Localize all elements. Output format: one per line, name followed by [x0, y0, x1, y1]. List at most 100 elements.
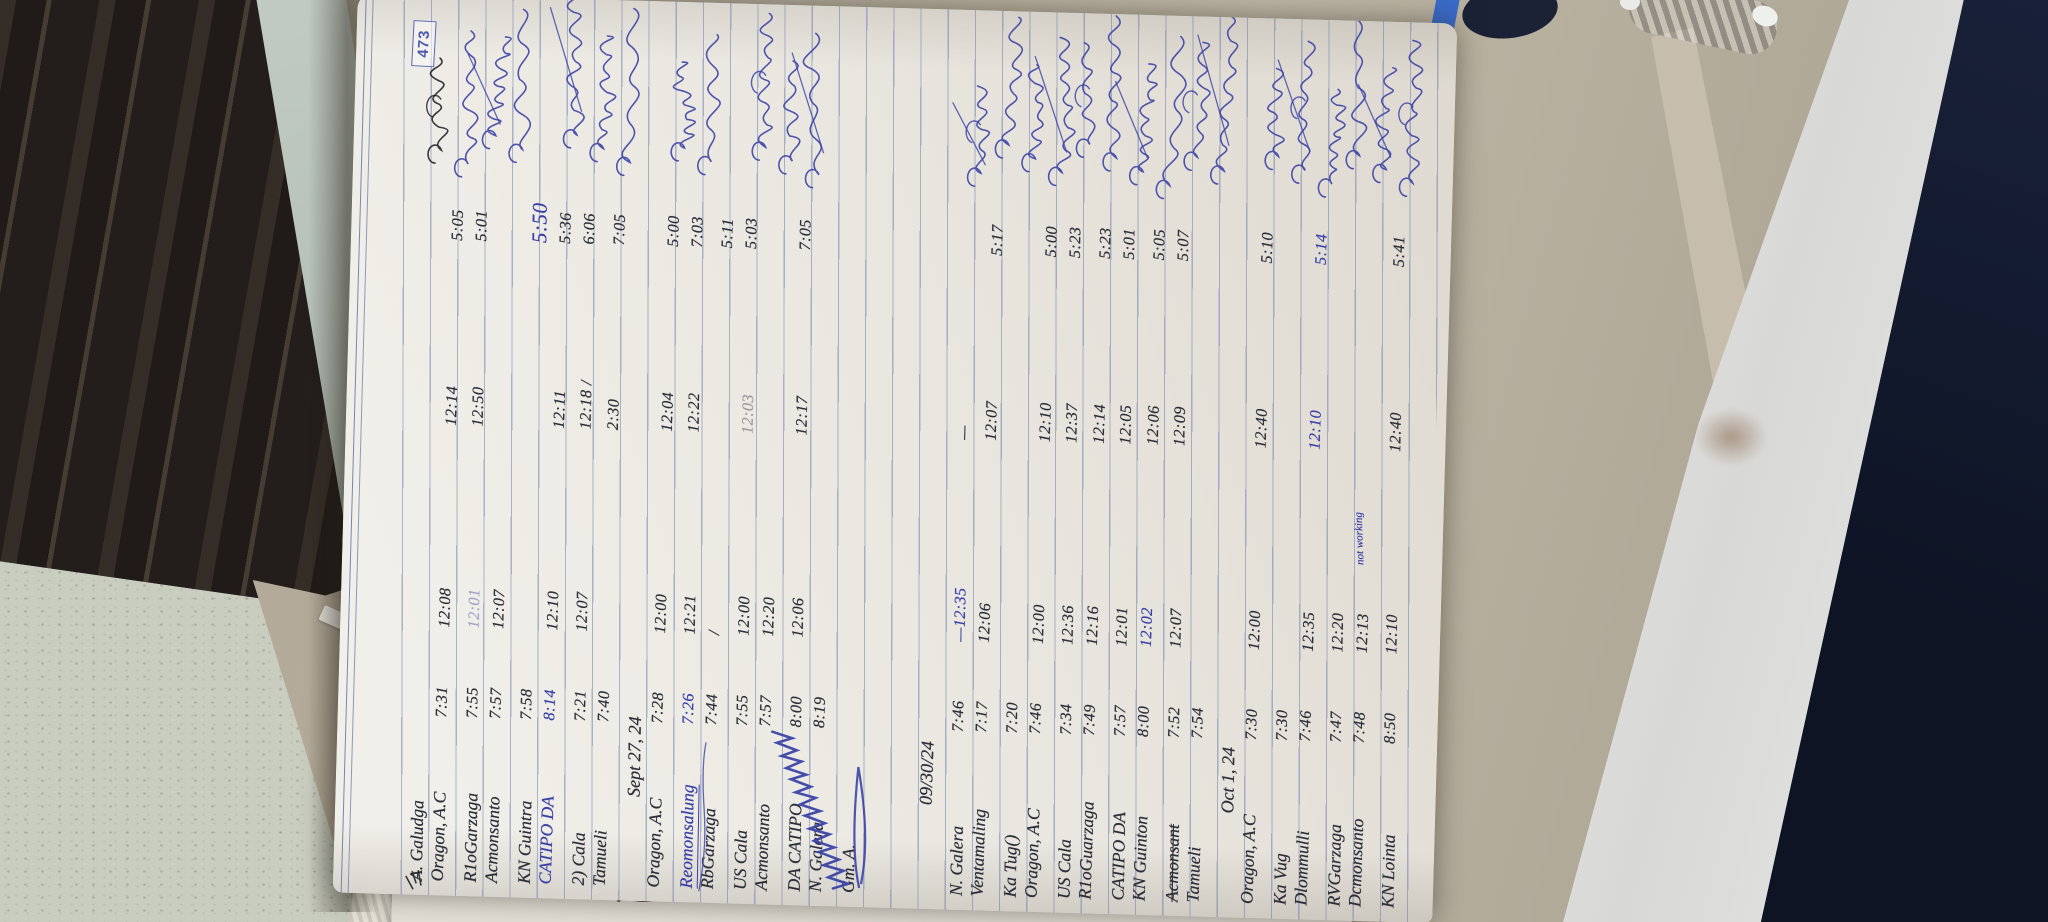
- time-noon-out: 12:21: [681, 594, 700, 635]
- entry-name: A. Galudga: [405, 799, 428, 881]
- entry-name: Ventamaling: [966, 808, 990, 897]
- time-noon-in: 12:14: [1090, 403, 1109, 444]
- desk-stain: [1694, 408, 1768, 466]
- time-pm: 5:36: [556, 212, 575, 244]
- entry-name: Dcmonsanto: [1344, 818, 1368, 908]
- time-pm: 5:14: [1312, 233, 1331, 266]
- time-noon-in: 12:10: [1306, 409, 1325, 450]
- time-noon-out: /: [706, 629, 724, 636]
- time-pm: 5:50: [527, 202, 552, 244]
- time-pm: 5:17: [988, 224, 1007, 257]
- time-noon-out: 12:07: [490, 588, 509, 630]
- entry-name: RbGarzaga: [696, 807, 720, 890]
- time-am: 7:34: [1057, 703, 1076, 736]
- time-noon-out: 12:20: [1329, 612, 1348, 653]
- time-am: 7:31: [433, 685, 452, 718]
- time-noon-out: 12:06: [789, 597, 808, 638]
- time-am: 7:46: [1026, 702, 1045, 735]
- time-am: 7:49: [1080, 703, 1099, 736]
- date-label: Oct 1, 24: [1217, 746, 1239, 814]
- margin-note: not working: [1352, 511, 1367, 566]
- time-am: 7:57: [1111, 704, 1130, 737]
- entry-name: US Cala: [729, 829, 751, 891]
- time-pm: 5:00: [1042, 225, 1061, 258]
- time-noon-in: 12:11: [550, 389, 570, 429]
- entry-name: Tamueli: [588, 829, 611, 887]
- time-noon-in: 12:40: [1252, 408, 1271, 449]
- time-am: 7:46: [949, 700, 968, 733]
- entry-name: R1oGarzaga: [459, 792, 482, 883]
- time-am: 8:00: [1134, 705, 1153, 738]
- entry-name: R1oGuarzaga: [1074, 800, 1098, 900]
- time-am: 7:44: [703, 693, 722, 726]
- time-noon-in: 12:09: [1171, 405, 1190, 447]
- time-am: 7:48: [1350, 711, 1369, 744]
- entry-name: Acmonsanto: [480, 796, 504, 884]
- time-pm: 5:05: [448, 209, 468, 241]
- entry-name: Oragon, A.C: [1020, 808, 1044, 899]
- entry-name: US Cala: [1053, 838, 1075, 900]
- time-pm: 6:06: [581, 212, 599, 245]
- time-am: 7:57: [487, 687, 506, 720]
- time-am: 8:19: [811, 696, 830, 729]
- time-pm: 5:11: [718, 217, 737, 249]
- time-pm: 7:05: [796, 218, 815, 251]
- time-noon-in: 12:17: [793, 395, 812, 436]
- time-am: 7:57: [757, 694, 776, 727]
- time-pm: 5:01: [473, 209, 491, 242]
- time-noon-in: 12:06: [1144, 405, 1163, 446]
- time-noon-out: 12:35: [1299, 611, 1319, 652]
- time-noon-out: —12:35: [951, 587, 970, 643]
- log-table: A. Galudga Oragon, A.C 7:31 12:08 12:14 5:05 R…: [333, 0, 1458, 922]
- time-pm: 5:41: [1390, 235, 1409, 268]
- time-am: 8:50: [1381, 712, 1400, 745]
- time-pm: 5:03: [742, 217, 761, 250]
- time-noon-in: 12:40: [1387, 412, 1405, 453]
- time-noon-in: 12:03: [739, 393, 758, 435]
- date-label: Sept 27, 24: [623, 716, 645, 798]
- entry-name: Ka Tug(): [999, 834, 1021, 898]
- entry-name: RVGarzaga: [1323, 823, 1346, 907]
- time-noon-out: 12:20: [760, 596, 779, 637]
- time-noon-in: 2:30: [604, 398, 623, 431]
- time-noon-out: 12:01: [465, 588, 484, 629]
- entry-name: Oragon, A.C: [642, 797, 666, 888]
- time-am: 7:20: [1003, 701, 1022, 734]
- time-am: 7:30: [1242, 708, 1261, 741]
- time-noon-in: 12:05: [1117, 404, 1136, 445]
- time-noon-out: 12:10: [544, 590, 563, 631]
- time-pm: 7:03: [689, 215, 707, 248]
- time-pm: 5:01: [1120, 228, 1139, 260]
- time-pm: 5:23: [1096, 227, 1115, 260]
- entry-name: N. Galera: [804, 821, 827, 893]
- time-am: 8:14: [541, 688, 560, 721]
- time-noon-out: 12:07: [1167, 607, 1186, 649]
- time-am: 7:54: [1188, 706, 1207, 739]
- time-noon-out: 12:02: [1137, 606, 1157, 648]
- entry-name: KN Guinton: [1128, 815, 1152, 902]
- entry-name: CATIPO DA: [534, 795, 558, 885]
- time-pm: 7:05: [610, 213, 629, 246]
- time-noon-in: 12:07: [982, 400, 1001, 441]
- time-noon-in: 12:04: [658, 391, 678, 432]
- entry-name: Oragon, A.C: [426, 791, 450, 882]
- time-am: 7:40: [595, 690, 614, 723]
- entry-name: DA CATIPO: [783, 803, 806, 892]
- rope-end: [1620, 0, 1640, 10]
- time-noon-in: 12:14: [442, 385, 462, 426]
- time-noon-out: 12:00: [652, 593, 671, 634]
- time-noon-in: 12:18 /: [577, 379, 596, 430]
- time-noon-out: 12:07: [573, 591, 592, 632]
- time-pm: 5:05: [1150, 228, 1169, 261]
- time-noon-out: 12:06: [975, 602, 995, 643]
- date-label: 09/30/24: [915, 740, 938, 806]
- entry-name: CATIPO DA: [1107, 811, 1130, 901]
- time-noon-out: 12:01: [1113, 606, 1132, 647]
- time-am: 7:30: [1273, 709, 1292, 742]
- time-am: 7:55: [733, 694, 752, 727]
- time-noon-out: 12:36: [1059, 604, 1078, 646]
- time-noon-out: 12:13: [1353, 613, 1373, 654]
- time-am: 7:58: [517, 688, 536, 720]
- time-pm: 5:23: [1066, 226, 1085, 259]
